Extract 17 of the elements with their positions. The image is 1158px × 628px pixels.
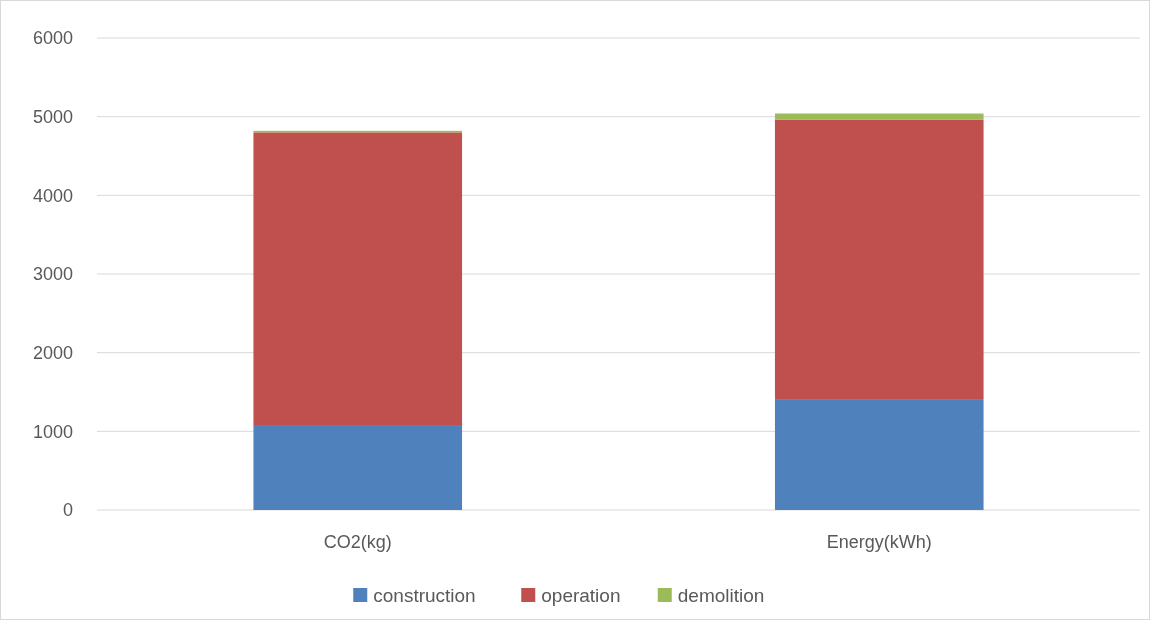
bar — [774, 119, 984, 400]
y-tick-label: 3000 — [32, 264, 73, 285]
legend-label: construction — [373, 584, 476, 606]
x-tick-label: CO2(kg) — [323, 532, 392, 552]
y-tick-label: 2000 — [32, 342, 73, 363]
legend-label: demolition — [677, 584, 765, 606]
bar — [774, 399, 984, 510]
y-tick-label: 6000 — [32, 28, 73, 49]
y-tick-label: 0 — [62, 500, 73, 521]
bar — [253, 425, 463, 510]
y-tick-label: 1000 — [32, 421, 73, 442]
bar — [774, 113, 984, 120]
bar — [253, 132, 463, 426]
legend-label: operation — [541, 584, 621, 606]
x-tick-label: Energy(kWh) — [826, 532, 932, 552]
y-tick-label: 4000 — [32, 185, 73, 206]
y-tick-label: 5000 — [32, 106, 73, 127]
